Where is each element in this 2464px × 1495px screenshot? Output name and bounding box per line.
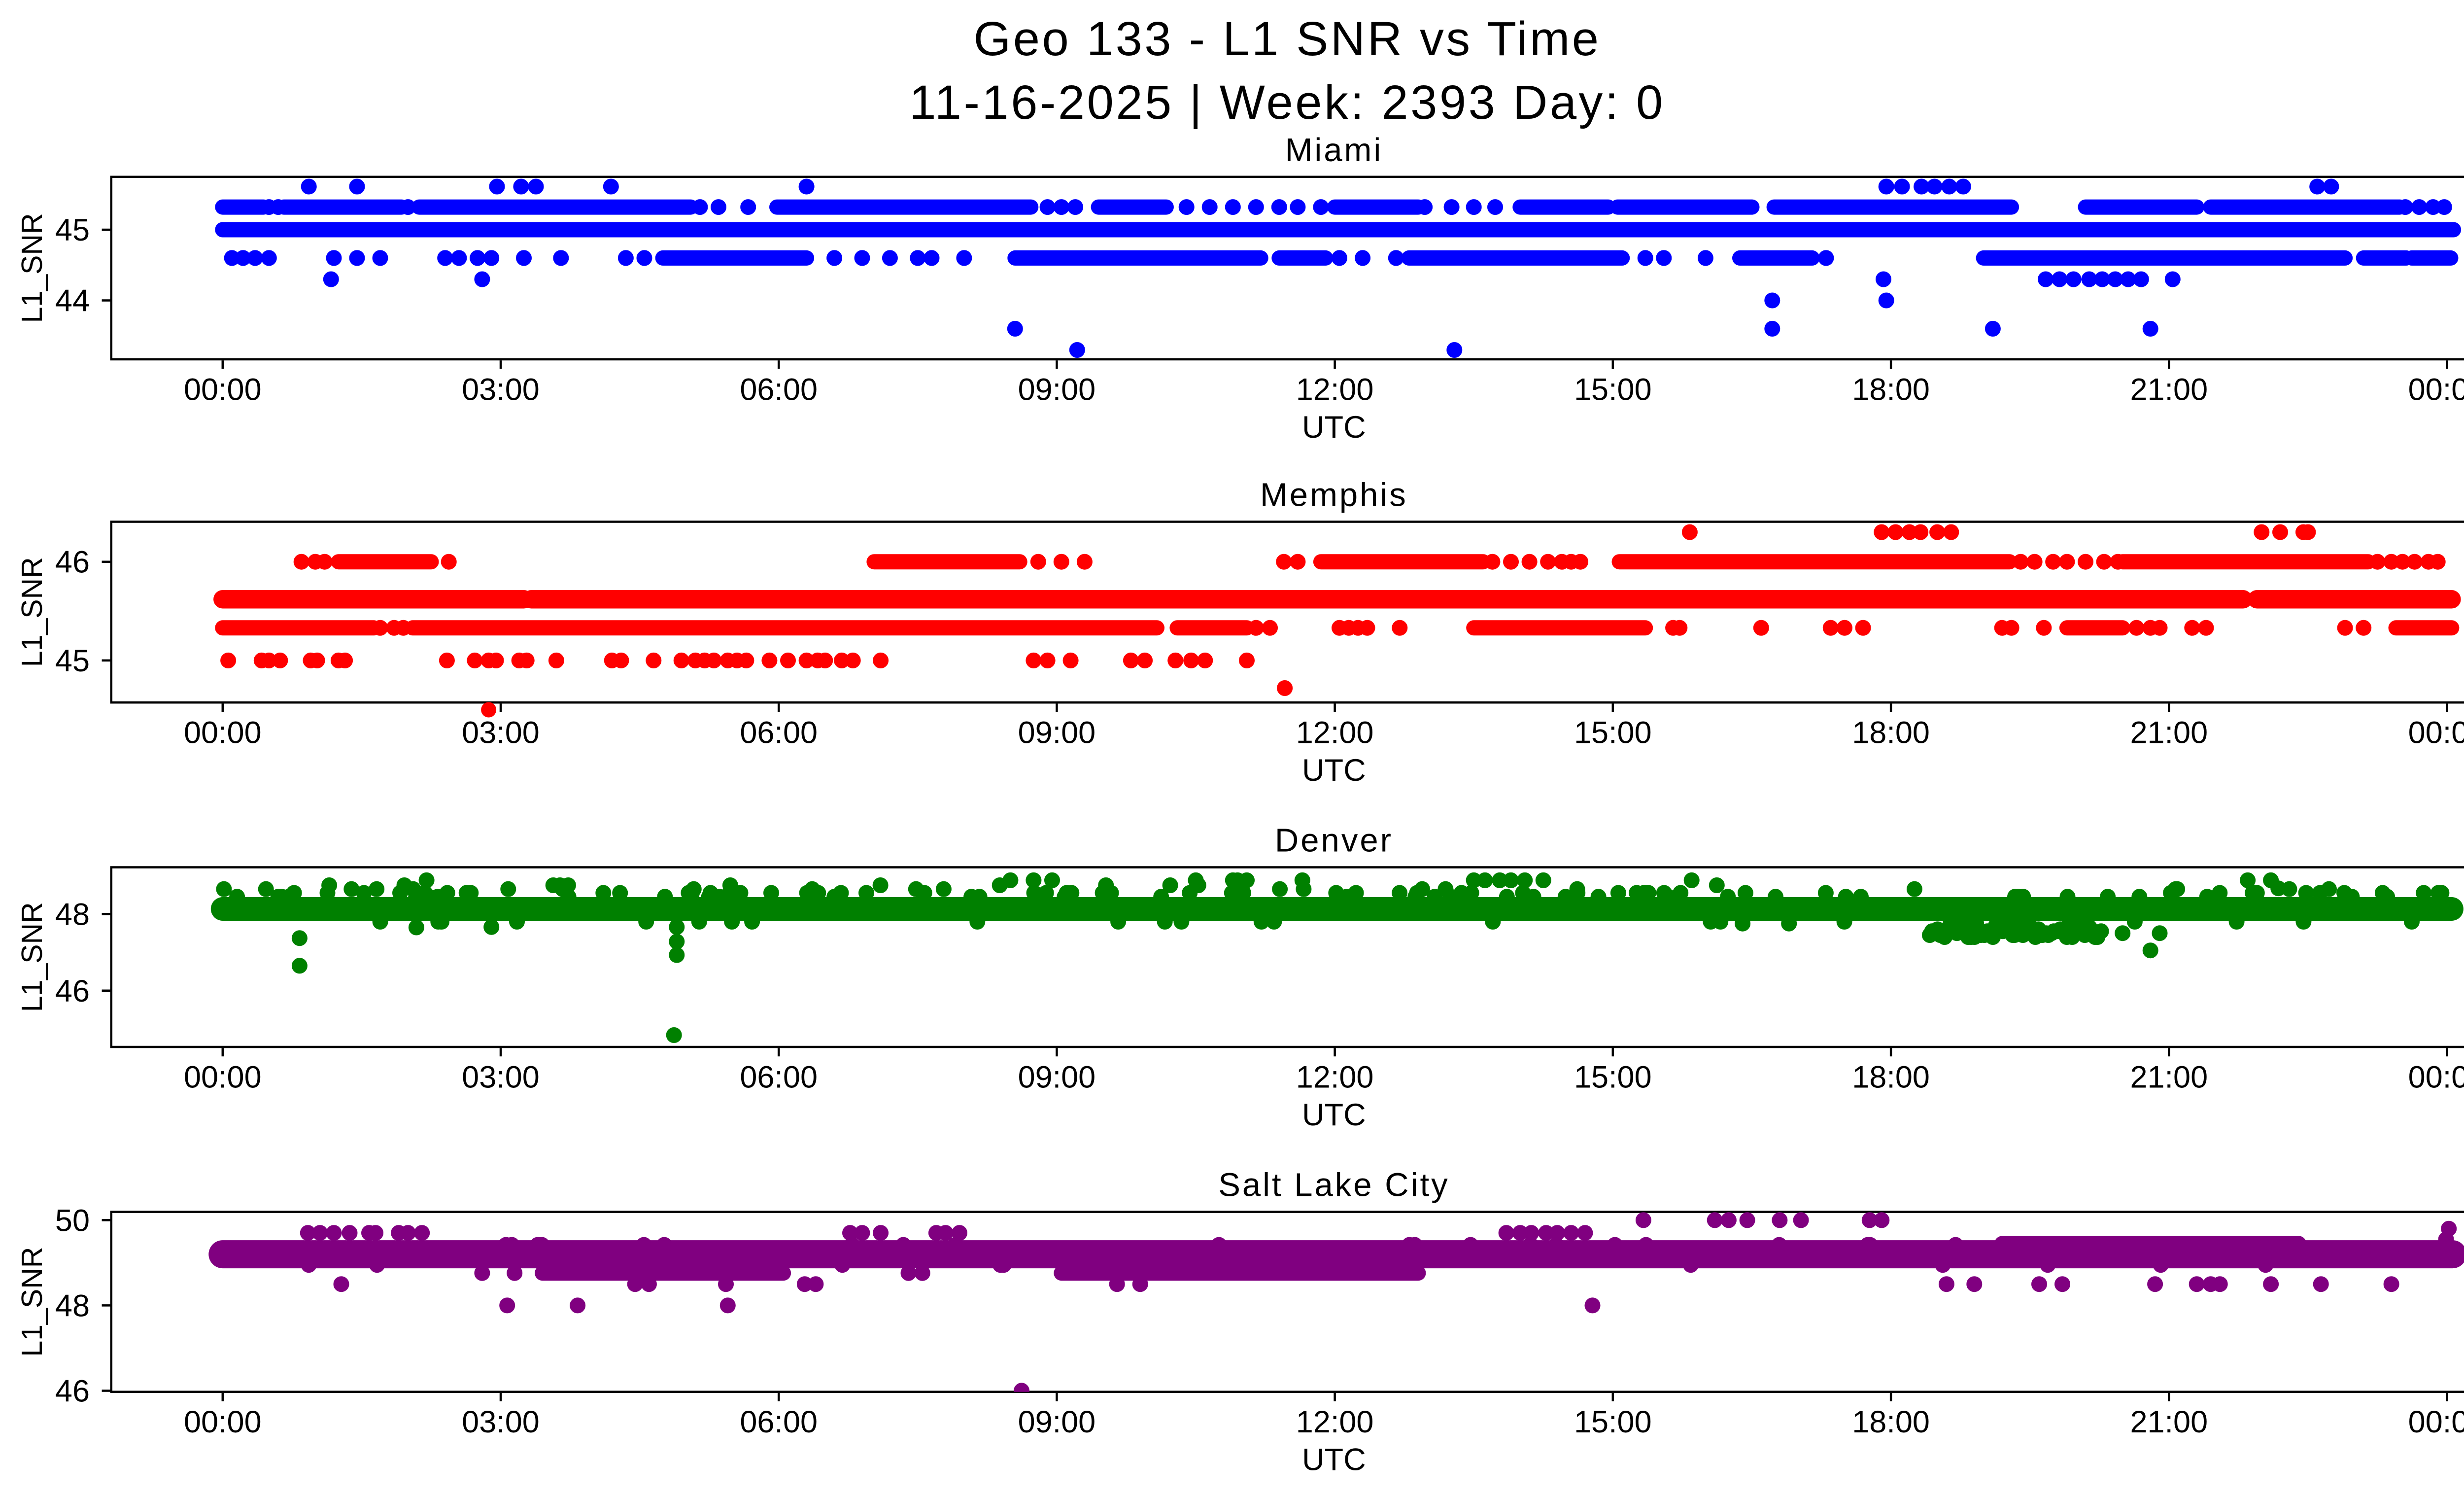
svg-text:03:00: 03:00 [462,1060,540,1095]
svg-text:21:00: 21:00 [2130,373,2208,407]
svg-text:45: 45 [55,644,90,678]
svg-text:11-16-2025 | Week: 2393 Day: 0: 11-16-2025 | Week: 2393 Day: 0 [909,75,1665,129]
svg-text:03:00: 03:00 [462,373,540,407]
svg-text:12:00: 12:00 [1296,1405,1374,1439]
svg-text:09:00: 09:00 [1018,716,1096,750]
svg-text:06:00: 06:00 [740,716,818,750]
svg-text:06:00: 06:00 [740,373,818,407]
svg-text:03:00: 03:00 [462,716,540,750]
svg-text:48: 48 [55,1288,90,1323]
svg-text:18:00: 18:00 [1852,1060,1930,1095]
svg-text:21:00: 21:00 [2130,1060,2208,1095]
svg-text:15:00: 15:00 [1574,1060,1652,1095]
svg-text:L1_SNR: L1_SNR [16,1247,48,1357]
svg-text:09:00: 09:00 [1018,1405,1096,1439]
svg-text:Miami: Miami [1285,132,1383,169]
svg-text:Memphis: Memphis [1260,477,1408,514]
svg-text:00:00: 00:00 [184,716,262,750]
svg-text:46: 46 [55,974,90,1008]
svg-text:18:00: 18:00 [1852,1405,1930,1439]
svg-text:Denver: Denver [1275,822,1393,859]
svg-text:00:00: 00:00 [184,373,262,407]
svg-text:L1_SNR: L1_SNR [16,557,48,667]
svg-text:21:00: 21:00 [2130,716,2208,750]
svg-text:UTC: UTC [1302,410,1366,445]
svg-text:09:00: 09:00 [1018,373,1096,407]
svg-text:45: 45 [55,213,90,247]
svg-text:12:00: 12:00 [1296,716,1374,750]
svg-text:46: 46 [55,1374,90,1409]
svg-text:UTC: UTC [1302,1098,1366,1132]
svg-text:18:00: 18:00 [1852,373,1930,407]
svg-text:21:00: 21:00 [2130,1405,2208,1439]
svg-text:L1_SNR: L1_SNR [16,902,48,1012]
svg-text:00:00: 00:00 [184,1405,262,1439]
svg-text:44: 44 [55,284,90,318]
svg-text:09:00: 09:00 [1018,1060,1096,1095]
svg-text:06:00: 06:00 [740,1405,818,1439]
svg-text:12:00: 12:00 [1296,1060,1374,1095]
svg-text:UTC: UTC [1302,1443,1366,1477]
svg-text:00:00: 00:00 [2408,1405,2464,1439]
svg-text:UTC: UTC [1302,753,1366,788]
svg-text:15:00: 15:00 [1574,716,1652,750]
svg-text:L1_SNR: L1_SNR [16,213,48,323]
svg-text:06:00: 06:00 [740,1060,818,1095]
svg-text:18:00: 18:00 [1852,716,1930,750]
svg-text:50: 50 [55,1203,90,1238]
svg-text:Salt Lake City: Salt Lake City [1218,1167,1449,1204]
svg-text:15:00: 15:00 [1574,373,1652,407]
svg-text:Geo 133 - L1 SNR vs Time: Geo 133 - L1 SNR vs Time [973,12,1601,66]
svg-text:15:00: 15:00 [1574,1405,1652,1439]
svg-text:03:00: 03:00 [462,1405,540,1439]
svg-text:46: 46 [55,545,90,580]
svg-text:12:00: 12:00 [1296,373,1374,407]
svg-text:00:00: 00:00 [2408,1060,2464,1095]
svg-text:00:00: 00:00 [2408,373,2464,407]
svg-text:00:00: 00:00 [184,1060,262,1095]
svg-text:48: 48 [55,897,90,932]
svg-text:00:00: 00:00 [2408,716,2464,750]
